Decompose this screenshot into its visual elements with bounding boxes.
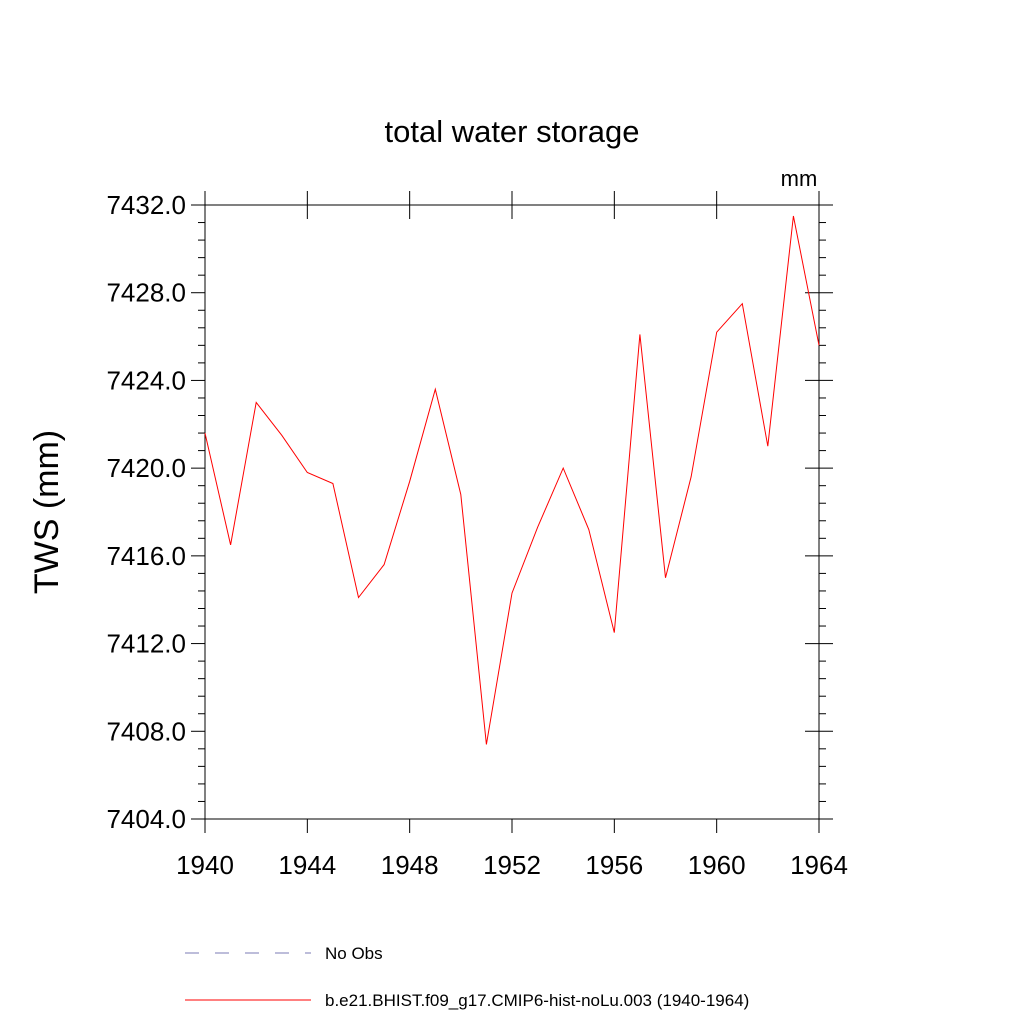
x-tick-label: 1940 [176, 850, 234, 880]
x-tick-label: 1944 [278, 850, 336, 880]
y-tick-label: 7420.0 [106, 453, 186, 483]
plot-frame [204, 204, 820, 820]
x-tick-label: 1948 [381, 850, 439, 880]
x-tick-label: 1956 [585, 850, 643, 880]
y-axis-label: TWS (mm) [28, 430, 66, 594]
x-tick-labels: 1940 1944 1948 1952 1956 1960 1964 [176, 850, 848, 880]
legend-label-no-obs: No Obs [325, 944, 383, 963]
x-tick-label: 1960 [688, 850, 746, 880]
y-tick-labels: 7404.0 7408.0 7412.0 7416.0 7420.0 7424.0 7428… [106, 190, 186, 834]
y-tick-label: 7404.0 [106, 804, 186, 834]
y-tick-label: 7416.0 [106, 541, 186, 571]
legend: No Obs b.e21.BHIST.f09_g17.CMIP6-hist-no… [185, 944, 749, 1010]
y-tick-label: 7412.0 [106, 629, 186, 659]
chart-title: total water storage [384, 114, 639, 149]
series-line [204, 215, 820, 745]
y-tick-label: 7428.0 [106, 278, 186, 308]
y-tick-label: 7432.0 [106, 190, 186, 220]
units-label: mm [781, 166, 818, 191]
y-tick-label: 7424.0 [106, 365, 186, 395]
x-tick-label: 1952 [483, 850, 541, 880]
series-lines [204, 215, 820, 745]
x-tick-label: 1964 [790, 850, 848, 880]
axis-ticks [191, 191, 833, 833]
legend-label-model: b.e21.BHIST.f09_g17.CMIP6-hist-noLu.003 … [325, 991, 749, 1010]
y-tick-label: 7408.0 [106, 716, 186, 746]
